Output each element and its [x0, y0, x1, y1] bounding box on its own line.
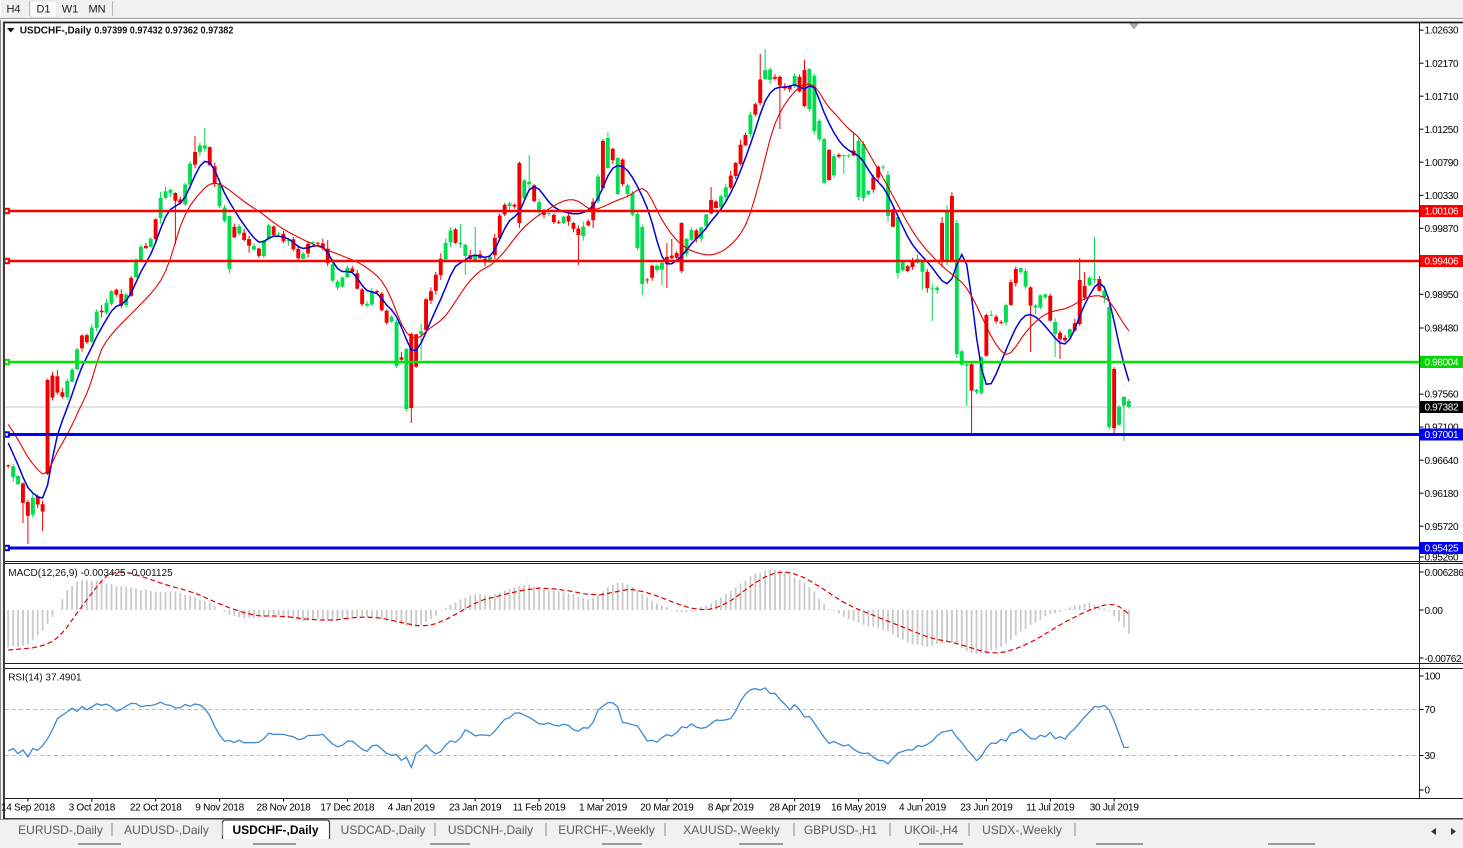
svg-text:W1: W1: [62, 4, 79, 16]
svg-text:28 Apr 2019: 28 Apr 2019: [769, 803, 821, 814]
svg-text:100: 100: [1425, 672, 1441, 683]
svg-text:28 Nov 2018: 28 Nov 2018: [257, 803, 312, 814]
svg-text:0.95425: 0.95425: [1425, 544, 1459, 555]
svg-text:1.00330: 1.00330: [1425, 191, 1459, 202]
svg-text:0.97399 0.97432 0.97362 0.9738: 0.97399 0.97432 0.97362 0.97382: [94, 26, 233, 37]
svg-text:XAUUSD-,Weekly: XAUUSD-,Weekly: [683, 823, 779, 837]
svg-text:0: 0: [1425, 786, 1431, 797]
svg-text:EURUSD-,Daily: EURUSD-,Daily: [18, 823, 103, 837]
svg-text:0.97001: 0.97001: [1425, 430, 1459, 441]
svg-text:1.02170: 1.02170: [1425, 59, 1459, 70]
svg-text:0.97560: 0.97560: [1425, 390, 1459, 401]
svg-text:30 Jul 2019: 30 Jul 2019: [1090, 803, 1140, 814]
svg-text:17 Dec 2018: 17 Dec 2018: [320, 803, 375, 814]
svg-text:11 Jul 2019: 11 Jul 2019: [1026, 803, 1075, 814]
svg-text:0.97100: 0.97100: [1425, 423, 1459, 434]
svg-text:1.01710: 1.01710: [1425, 92, 1459, 103]
svg-text:4 Jun 2019: 4 Jun 2019: [899, 803, 947, 814]
svg-text:22 Oct 2018: 22 Oct 2018: [130, 803, 182, 814]
svg-text:USDX-,Weekly: USDX-,Weekly: [982, 823, 1062, 837]
svg-text:D1: D1: [36, 4, 50, 16]
svg-text:MACD(12,26,9) -0.003425 -0.001: MACD(12,26,9) -0.003425 -0.001125: [8, 568, 173, 579]
svg-text:AUDUSD-,Daily: AUDUSD-,Daily: [124, 823, 209, 837]
svg-text:USDCHF-,Daily: USDCHF-,Daily: [20, 26, 92, 37]
svg-text:H4: H4: [6, 4, 20, 16]
svg-text:0.006286: 0.006286: [1425, 568, 1463, 579]
svg-text:0.99870: 0.99870: [1425, 224, 1459, 235]
svg-text:1.02630: 1.02630: [1425, 26, 1459, 37]
svg-text:USDCNH-,Daily: USDCNH-,Daily: [448, 823, 533, 837]
svg-text:70: 70: [1425, 705, 1436, 716]
svg-text:20 Mar 2019: 20 Mar 2019: [640, 803, 694, 814]
svg-text:0.96640: 0.96640: [1425, 456, 1459, 467]
svg-text:14 Sep 2018: 14 Sep 2018: [1, 803, 56, 814]
svg-text:-0.00762: -0.00762: [1425, 654, 1462, 665]
svg-text:UKOil-,H4: UKOil-,H4: [904, 823, 958, 837]
svg-text:MN: MN: [88, 4, 105, 16]
svg-text:30: 30: [1425, 751, 1436, 762]
svg-text:EURCHF-,Weekly: EURCHF-,Weekly: [558, 823, 654, 837]
svg-text:0.98950: 0.98950: [1425, 290, 1459, 301]
svg-text:0.98480: 0.98480: [1425, 324, 1459, 335]
svg-text:0.97382: 0.97382: [1425, 403, 1459, 414]
svg-text:0.95720: 0.95720: [1425, 522, 1459, 533]
svg-text:1.00106: 1.00106: [1425, 207, 1459, 218]
svg-text:1.01250: 1.01250: [1425, 125, 1459, 136]
svg-text:RSI(14) 37.4901: RSI(14) 37.4901: [8, 673, 82, 684]
svg-text:GBPUSD-,H1: GBPUSD-,H1: [804, 823, 878, 837]
svg-text:0.99406: 0.99406: [1425, 257, 1459, 268]
svg-text:USDCAD-,Daily: USDCAD-,Daily: [341, 823, 426, 837]
svg-text:1.00790: 1.00790: [1425, 158, 1459, 169]
svg-text:9 Nov 2018: 9 Nov 2018: [195, 803, 244, 814]
svg-text:0.00: 0.00: [1425, 606, 1444, 617]
svg-text:0.96180: 0.96180: [1425, 489, 1459, 500]
svg-text:3 Oct 2018: 3 Oct 2018: [69, 803, 116, 814]
svg-text:11 Feb 2019: 11 Feb 2019: [513, 803, 566, 814]
svg-text:0.95260: 0.95260: [1425, 553, 1459, 564]
svg-text:23 Jun 2019: 23 Jun 2019: [960, 803, 1013, 814]
svg-text:23 Jan 2019: 23 Jan 2019: [449, 803, 502, 814]
svg-text:0.98004: 0.98004: [1425, 358, 1459, 369]
svg-text:4 Jan 2019: 4 Jan 2019: [388, 803, 436, 814]
svg-text:8 Apr 2019: 8 Apr 2019: [708, 803, 755, 814]
svg-text:16 May 2019: 16 May 2019: [831, 803, 887, 814]
svg-text:USDCHF-,Daily: USDCHF-,Daily: [232, 823, 318, 837]
svg-text:1 Mar 2019: 1 Mar 2019: [579, 803, 628, 814]
